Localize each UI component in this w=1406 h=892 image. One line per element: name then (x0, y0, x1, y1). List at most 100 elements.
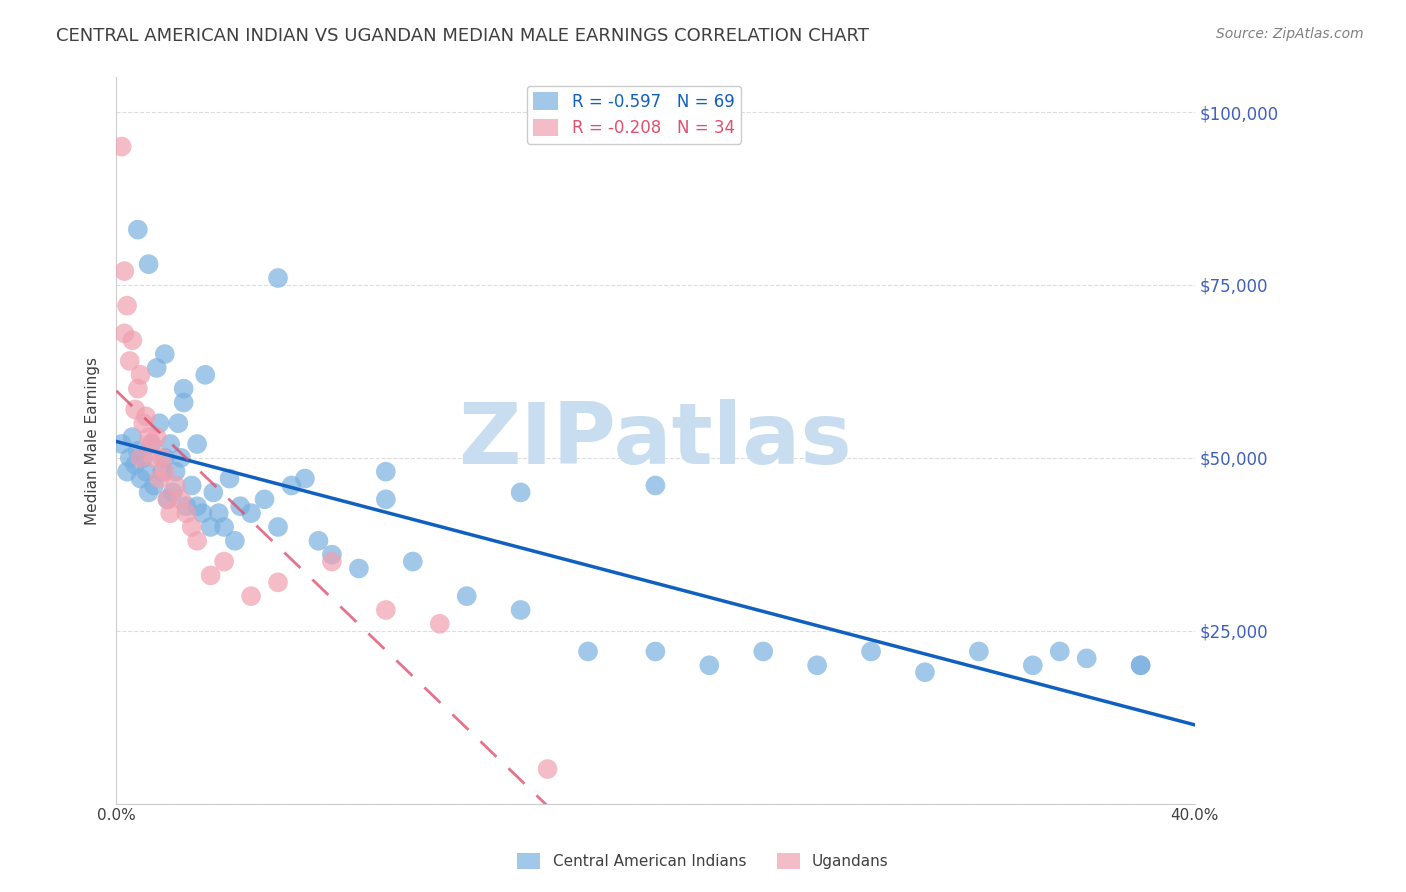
Point (141, 437, 163, 451)
Point (121, 430, 143, 444)
Point (153, 347, 176, 361)
Point (752, 644, 775, 658)
Point (118, 450, 141, 465)
Point (129, 472, 152, 486)
Point (165, 478, 187, 492)
Point (150, 450, 173, 465)
Point (186, 437, 208, 451)
Text: CENTRAL AMERICAN INDIAN VS UGANDAN MEDIAN MALE EARNINGS CORRELATION CHART: CENTRAL AMERICAN INDIAN VS UGANDAN MEDIA… (56, 27, 869, 45)
Point (162, 485, 184, 500)
Point (536, 762, 558, 776)
Point (294, 472, 316, 486)
Point (115, 299, 138, 313)
Point (170, 450, 193, 465)
Point (240, 506, 263, 520)
Point (153, 465, 176, 479)
Point (150, 465, 173, 479)
Point (307, 533, 329, 548)
Point (200, 520, 222, 534)
Point (111, 437, 134, 451)
Point (141, 437, 163, 451)
Point (456, 589, 478, 603)
Text: Source: ZipAtlas.com: Source: ZipAtlas.com (1216, 27, 1364, 41)
Point (148, 416, 170, 430)
Point (138, 485, 160, 500)
Point (1076, 651, 1098, 665)
Point (267, 520, 290, 534)
Point (173, 395, 195, 409)
Point (127, 222, 149, 236)
Point (208, 506, 231, 520)
Point (429, 616, 451, 631)
Point (374, 492, 396, 507)
Y-axis label: Median Male Earnings: Median Male Earnings (86, 357, 100, 524)
Point (156, 492, 179, 507)
Point (124, 458, 146, 472)
Point (200, 568, 222, 582)
Point (129, 450, 152, 465)
Point (132, 450, 155, 465)
Point (402, 555, 425, 569)
Point (240, 589, 263, 603)
Point (156, 492, 179, 507)
Point (138, 257, 160, 271)
Point (135, 465, 157, 479)
Legend: R = -0.597   N = 69, R = -0.208   N = 34: R = -0.597 N = 69, R = -0.208 N = 34 (526, 86, 741, 144)
Point (202, 485, 225, 500)
Point (347, 561, 370, 575)
Point (191, 506, 214, 520)
Point (111, 139, 134, 153)
Point (321, 555, 343, 569)
Point (229, 500, 252, 514)
Text: ZIPatlas: ZIPatlas (458, 399, 852, 482)
Point (374, 465, 396, 479)
Point (576, 644, 599, 658)
Point (697, 658, 720, 673)
Point (143, 478, 166, 492)
Point (509, 485, 531, 500)
Point (145, 360, 167, 375)
Point (186, 533, 208, 548)
Point (321, 548, 343, 562)
Point (644, 644, 666, 658)
Point (224, 533, 246, 548)
Point (124, 402, 146, 417)
Point (115, 465, 138, 479)
Point (145, 430, 167, 444)
Point (170, 492, 193, 507)
Point (267, 575, 290, 590)
Point (148, 472, 170, 486)
Point (173, 382, 195, 396)
Point (112, 264, 135, 278)
Point (135, 409, 157, 424)
Point (180, 478, 202, 492)
Point (1129, 658, 1152, 673)
Point (129, 368, 152, 382)
Point (1129, 658, 1152, 673)
Point (176, 506, 198, 520)
Point (121, 333, 143, 347)
Point (374, 603, 396, 617)
Point (280, 478, 302, 492)
Point (127, 443, 149, 458)
Point (253, 492, 276, 507)
Point (186, 500, 208, 514)
Point (180, 520, 202, 534)
Point (267, 271, 290, 285)
Point (159, 437, 181, 451)
Point (165, 465, 187, 479)
Point (1049, 644, 1071, 658)
Point (112, 326, 135, 341)
Point (153, 450, 176, 465)
Point (509, 603, 531, 617)
Point (218, 472, 240, 486)
Point (167, 416, 190, 430)
Point (132, 416, 155, 430)
Point (644, 478, 666, 492)
Point (127, 382, 149, 396)
Point (118, 354, 141, 368)
Point (1022, 658, 1045, 673)
Point (143, 450, 166, 465)
Point (967, 644, 990, 658)
Point (806, 658, 828, 673)
